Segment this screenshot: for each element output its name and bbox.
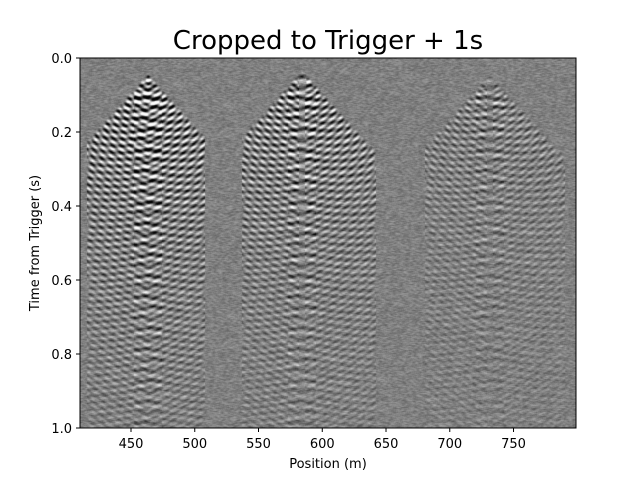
x-tick-label: 550 bbox=[246, 437, 271, 452]
x-axis: 450 500 550 600 650 700 750 bbox=[119, 428, 526, 452]
x-tick-label: 650 bbox=[374, 437, 399, 452]
x-tick-label: 700 bbox=[437, 437, 462, 452]
plot-frame bbox=[79, 57, 577, 429]
y-tick-label: 0.2 bbox=[51, 126, 72, 141]
y-tick-label: 0.8 bbox=[51, 348, 72, 363]
x-tick-label: 500 bbox=[182, 437, 207, 452]
y-axis: 0.0 0.2 0.4 0.6 0.8 1.0 bbox=[51, 52, 80, 437]
seismic-heatmap bbox=[80, 58, 576, 428]
chart-title: Cropped to Trigger + 1s bbox=[173, 26, 483, 56]
plot-area bbox=[79, 57, 577, 429]
x-tick-label: 450 bbox=[119, 437, 144, 452]
y-tick-label: 0.0 bbox=[51, 52, 72, 67]
x-axis-label: Position (m) bbox=[289, 457, 367, 472]
y-tick-label: 0.4 bbox=[51, 200, 72, 215]
y-tick-label: 1.0 bbox=[51, 422, 72, 437]
y-tick-label: 0.6 bbox=[51, 274, 72, 289]
x-tick-label: 600 bbox=[310, 437, 335, 452]
y-axis-label: Time from Trigger (s) bbox=[28, 175, 43, 312]
x-tick-label: 750 bbox=[501, 437, 526, 452]
